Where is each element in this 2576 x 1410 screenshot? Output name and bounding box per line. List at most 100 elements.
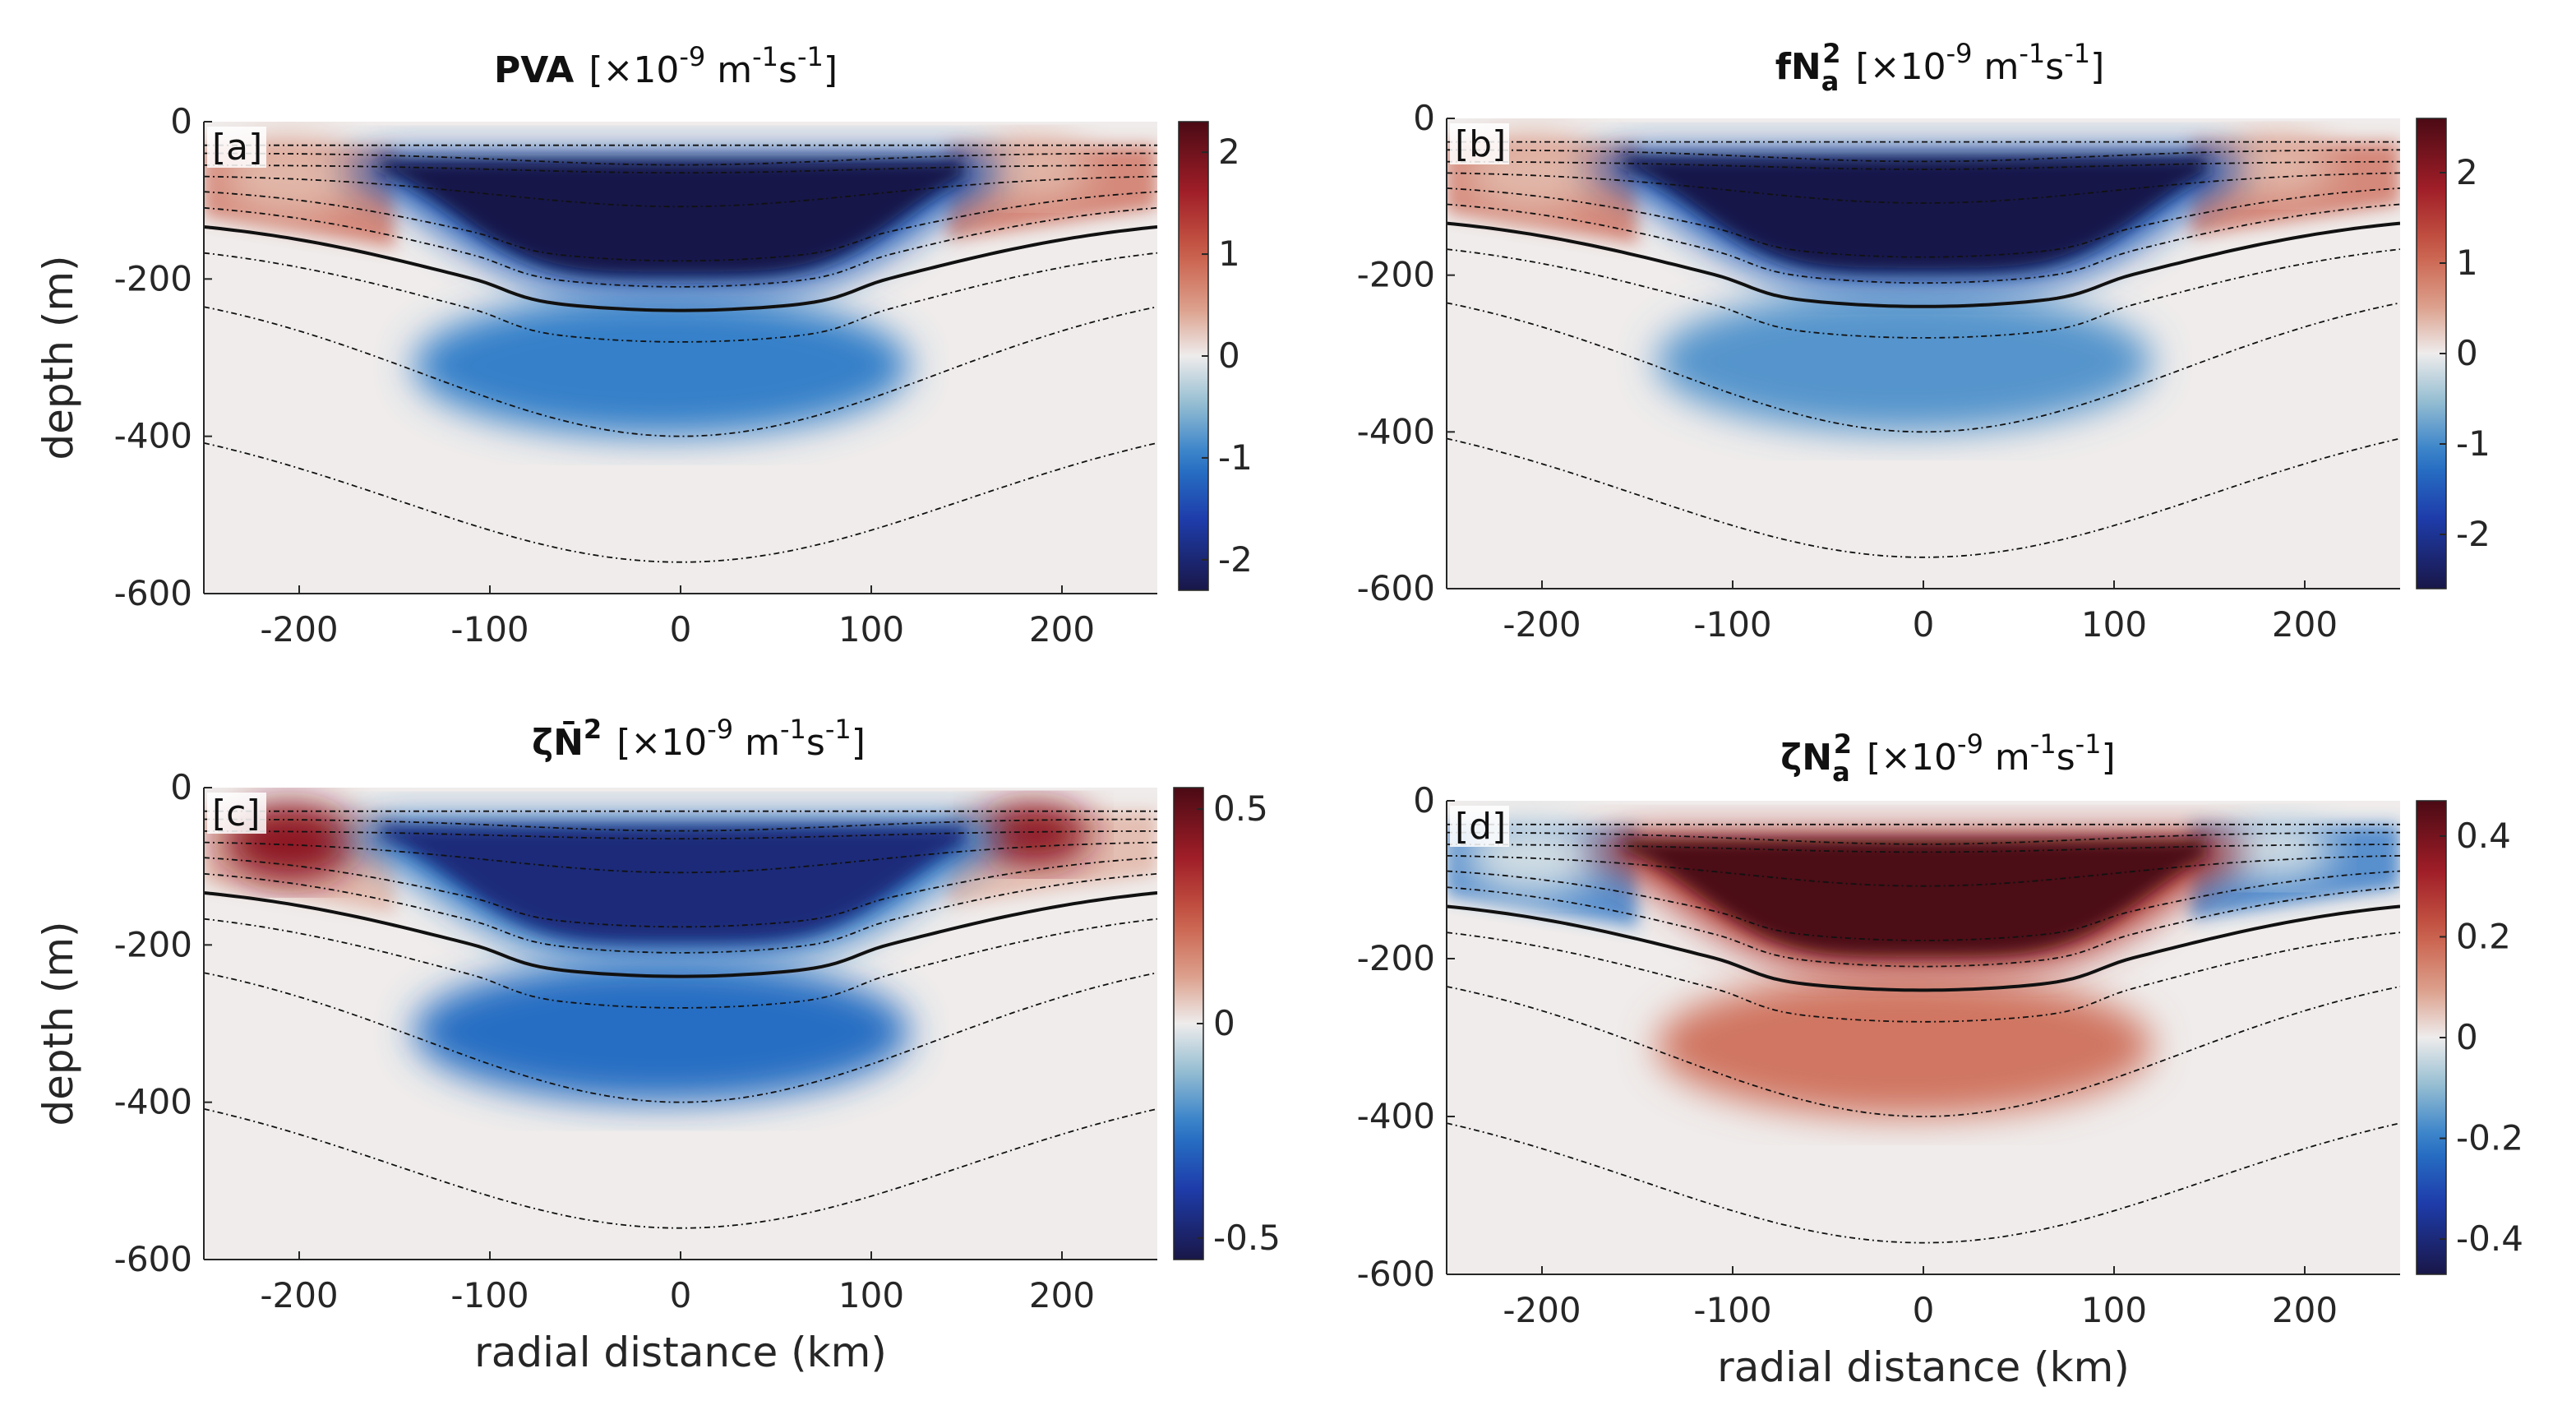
deep-anomaly <box>1656 974 2153 1116</box>
panel-label: [c] <box>207 793 266 834</box>
x-tick-label: 100 <box>2081 604 2147 645</box>
y-tick-label: 0 <box>1413 98 1435 138</box>
lobe-right <box>2218 134 2334 197</box>
y-tick-label: -400 <box>114 416 192 456</box>
panel-b: -200 -100 0 100 200 0 -200 -400 -600 [b] fNa2 [×10-… <box>1357 38 2491 645</box>
x-tick-label: 100 <box>838 609 904 650</box>
x-tick-label: -100 <box>450 609 529 650</box>
contour-line <box>1447 831 2400 845</box>
x-tick-label: -200 <box>260 1275 338 1315</box>
contour-line <box>204 206 1157 288</box>
contours <box>204 144 1157 563</box>
contour-line <box>204 830 1157 840</box>
contours <box>1447 823 2400 1244</box>
contour-line <box>1447 855 2400 887</box>
svg-text:[a]: [a] <box>212 127 262 169</box>
lobe-right <box>976 803 1091 867</box>
contours <box>1447 141 2400 558</box>
x-tick-label: 200 <box>2272 1290 2338 1330</box>
colorbar-tick-label: 0 <box>1218 335 1240 376</box>
x-tick-label: 200 <box>1029 609 1095 650</box>
y-tick-label: -600 <box>1357 568 1435 608</box>
heatmap-field <box>204 781 1157 1229</box>
y-axis-label: depth (m) <box>35 921 82 1126</box>
x-tick-label: 0 <box>670 609 692 650</box>
x-tick-label: -100 <box>1693 1290 1771 1330</box>
x-tick-label: 0 <box>1913 1290 1935 1330</box>
contour-line-bold <box>204 225 1157 312</box>
x-tick-label: 0 <box>1913 604 1935 645</box>
x-tick-label: -100 <box>450 1275 529 1315</box>
contour-line <box>204 818 1157 832</box>
x-tick-label: -200 <box>260 609 338 650</box>
contour-line-bold <box>1447 904 2400 992</box>
heatmap-field <box>1447 112 2400 558</box>
contour-line <box>204 841 1157 874</box>
panel-title: ζNa2 [×10-9 m-1s-1] <box>1780 728 2115 788</box>
x-tick-label: 200 <box>2272 604 2338 645</box>
y-tick-label: 0 <box>170 767 192 807</box>
contour-line <box>1447 248 2400 339</box>
y-tick-label: -200 <box>1357 255 1435 295</box>
svg-text:[b]: [b] <box>1455 123 1506 165</box>
surface-feature <box>509 115 938 122</box>
contour-line-bold <box>204 891 1157 978</box>
contour-line <box>1447 302 2400 433</box>
contour-line <box>204 872 1157 954</box>
x-tick-label: -200 <box>1503 604 1581 645</box>
contour-line <box>204 306 1157 437</box>
contour-line <box>1447 149 2400 163</box>
colorbar-tick-label: 0.4 <box>2456 816 2511 856</box>
svg-text:[c]: [c] <box>212 793 261 834</box>
panel-title: ζN̄2 [×10-9 m-1s-1] <box>532 714 866 764</box>
colorbar-tick-label: 0 <box>1213 1003 1235 1043</box>
colorbar-tick-label: -0.5 <box>1213 1218 1281 1258</box>
colorbar-tick-label: -2 <box>2456 514 2491 554</box>
x-tick-label: 100 <box>838 1275 904 1315</box>
y-tick-label: -400 <box>1357 1096 1435 1136</box>
contour-line <box>204 918 1157 1009</box>
y-tick-label: -400 <box>1357 411 1435 451</box>
contour-line <box>204 252 1157 343</box>
panel-c: -200 -100 0 100 200 0 -200 -400 -600 [c] depth (m)… <box>35 714 1281 1376</box>
contour-line <box>204 152 1157 166</box>
heatmap-field <box>204 115 1157 563</box>
colorbar-tick-label: 0 <box>2456 333 2478 373</box>
contour-line <box>1447 986 2400 1117</box>
deep-anomaly <box>1656 290 2153 432</box>
surface-feature <box>1752 112 2181 118</box>
deep-anomaly <box>413 294 910 437</box>
contour-line <box>1447 203 2400 284</box>
colorbar-tick-label: 0.5 <box>1213 788 1268 829</box>
panel-d: -200 -100 0 100 200 0 -200 -400 -600 [d] radial di… <box>1357 728 2523 1391</box>
colorbar: 2 1 0 -1 -2 <box>1178 121 1253 591</box>
colorbar-tick-label: 2 <box>1218 132 1240 172</box>
colorbar-tick-label: 1 <box>1218 233 1240 274</box>
colorbar-tick-label: 2 <box>2456 152 2478 192</box>
surface-feature <box>1752 794 2181 801</box>
y-tick-label: -400 <box>114 1082 192 1122</box>
colorbar-tick-label: -0.2 <box>2456 1118 2523 1158</box>
panel-label: [b] <box>1450 123 1509 165</box>
panel-label: [d] <box>1450 806 1509 848</box>
contour-line <box>204 175 1157 208</box>
contour-line <box>1447 870 2400 941</box>
y-tick-label: 0 <box>170 101 192 141</box>
colorbar-tick-label: -1 <box>1218 437 1253 478</box>
y-tick-label: -600 <box>114 1239 192 1279</box>
contour-line <box>1447 886 2400 968</box>
core-lens <box>380 158 964 278</box>
panel-title: fNa2 [×10-9 m-1s-1] <box>1775 38 2105 97</box>
colorbar-tick-label: 0 <box>2456 1017 2478 1057</box>
surface-feature <box>509 781 938 788</box>
deep-anomaly <box>413 960 910 1103</box>
contours <box>204 810 1157 1229</box>
colorbar: 2 1 0 -1 -2 <box>2416 118 2491 589</box>
y-axis-label: depth (m) <box>35 255 82 460</box>
x-tick-label: -200 <box>1503 1290 1581 1330</box>
contour-line <box>1447 187 2400 258</box>
x-axis-label: radial distance (km) <box>1717 1343 2130 1391</box>
contour-line <box>204 191 1157 262</box>
panel-label: [a] <box>207 127 266 169</box>
